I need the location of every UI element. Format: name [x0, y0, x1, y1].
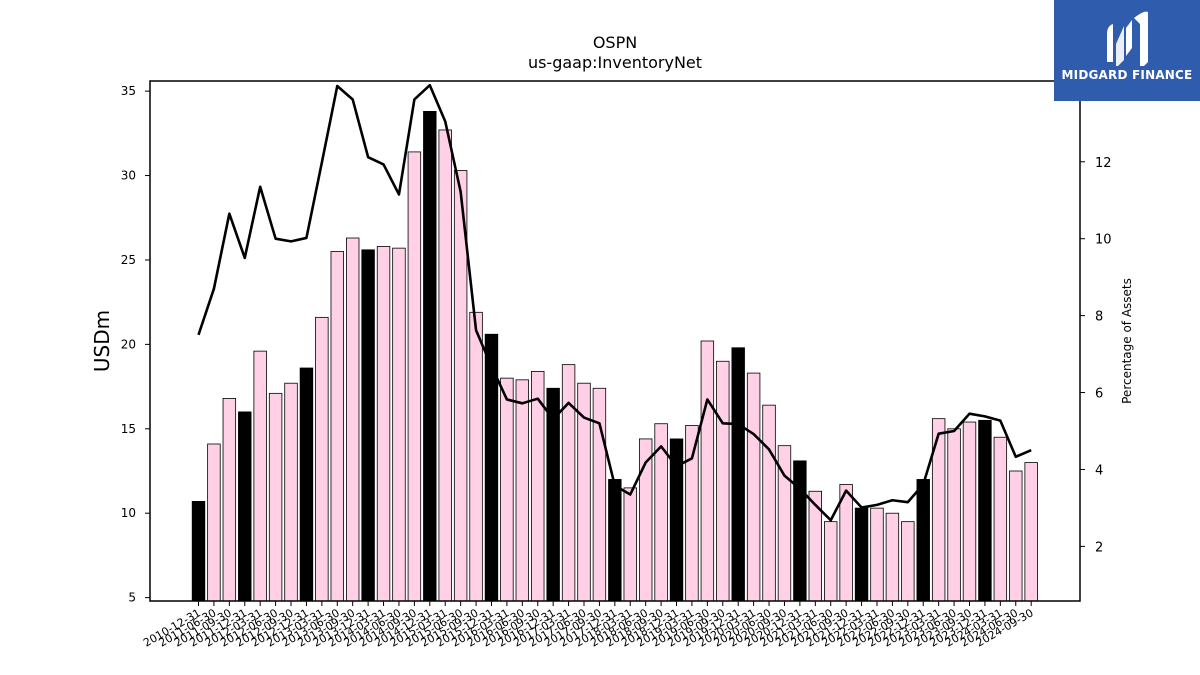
bar-2020-03-31	[746, 372, 761, 602]
bar-2014-09-30	[407, 151, 422, 602]
logo-text: MIDGARD FINANCE	[1061, 68, 1193, 82]
bar-2023-09-30	[962, 421, 977, 602]
bar-group	[191, 110, 1038, 602]
bar-2019-09-30	[716, 360, 730, 602]
bar-2023-06-30	[947, 428, 961, 602]
bar-2013-12-31	[361, 249, 375, 602]
bar-2021-09-30	[839, 484, 853, 602]
bar-2022-09-30	[901, 521, 915, 602]
bar-2019-06-30	[700, 340, 715, 602]
bar-2011-06-30	[207, 443, 221, 602]
bar-2012-12-31	[299, 367, 314, 602]
bar-2021-06-30	[824, 521, 838, 602]
bar-2022-12-31	[916, 479, 930, 602]
y-tick-label: 30	[121, 169, 136, 183]
chart-title: OSPN	[593, 33, 637, 52]
y-axis-label: USDm	[90, 310, 114, 372]
bar-2019-03-31	[685, 425, 699, 602]
midgard-finance-logo: MIDGARD FINANCE	[1054, 0, 1200, 101]
bar-2012-06-30	[268, 392, 283, 602]
bar-2019-12-31	[731, 347, 745, 602]
bar-2011-12-31	[238, 411, 252, 602]
bar-2011-09-30	[222, 397, 237, 602]
line-group	[197, 83, 1032, 522]
bar-2010-12-31	[191, 500, 206, 602]
y2-tick-label: 4	[1095, 463, 1103, 478]
bar-2023-12-31	[978, 419, 992, 602]
y-tick-label: 20	[121, 337, 136, 351]
bar-2017-12-31	[608, 479, 622, 602]
right-axis: 2 4 6 8 10 12	[1080, 156, 1112, 555]
bar-2012-09-30	[284, 382, 298, 602]
y2-tick-label: 6	[1095, 387, 1103, 402]
left-axis: 5 10 15 20 25 30 35	[121, 84, 150, 605]
bar-2022-06-30	[885, 512, 900, 602]
bar-2024-09-30	[1024, 462, 1038, 602]
bar-2017-09-30	[592, 387, 607, 602]
y-tick-label: 35	[121, 84, 136, 98]
bar-2018-03-31	[623, 487, 637, 602]
y2-axis-label: Percentage of Assets	[1120, 278, 1134, 404]
bar-2021-12-31	[854, 507, 869, 602]
bar-2015-03-31	[438, 129, 452, 602]
y-tick-label: 10	[121, 506, 136, 520]
y2-tick-label: 12	[1095, 156, 1112, 171]
x-axis: 2010-12-312011-06-302011-09-302011-12-31…	[141, 601, 1036, 650]
y-tick-label: 15	[121, 422, 136, 436]
bar-2013-03-31	[315, 316, 329, 602]
bar-2024-06-30	[1009, 470, 1023, 602]
bar-2020-06-30	[762, 404, 776, 602]
bar-2014-03-31	[376, 246, 391, 602]
bar-2017-03-31	[561, 364, 576, 602]
bar-2015-09-30	[469, 311, 483, 602]
bar-2024-03-31	[993, 436, 1008, 602]
bar-2022-03-31	[870, 507, 884, 602]
chart-subtitle: us-gaap:InventoryNet	[528, 53, 702, 72]
bar-2020-12-31	[793, 460, 807, 602]
y-tick-label: 5	[128, 591, 136, 605]
bar-2014-06-30	[392, 247, 406, 602]
y-tick-label: 25	[121, 253, 136, 267]
bar-2012-03-31	[253, 350, 267, 602]
y2-tick-label: 2	[1095, 540, 1103, 555]
bar-2016-03-31	[500, 377, 514, 602]
percentage-of-assets-line	[197, 83, 1032, 522]
y2-tick-label: 8	[1095, 310, 1103, 325]
bar-2016-06-30	[515, 379, 530, 602]
bar-2014-12-31	[423, 110, 437, 602]
bar-2013-06-30	[330, 251, 344, 602]
y2-tick-label: 10	[1095, 233, 1112, 248]
logo-icon	[1107, 11, 1148, 66]
bar-2013-09-30	[345, 237, 360, 602]
